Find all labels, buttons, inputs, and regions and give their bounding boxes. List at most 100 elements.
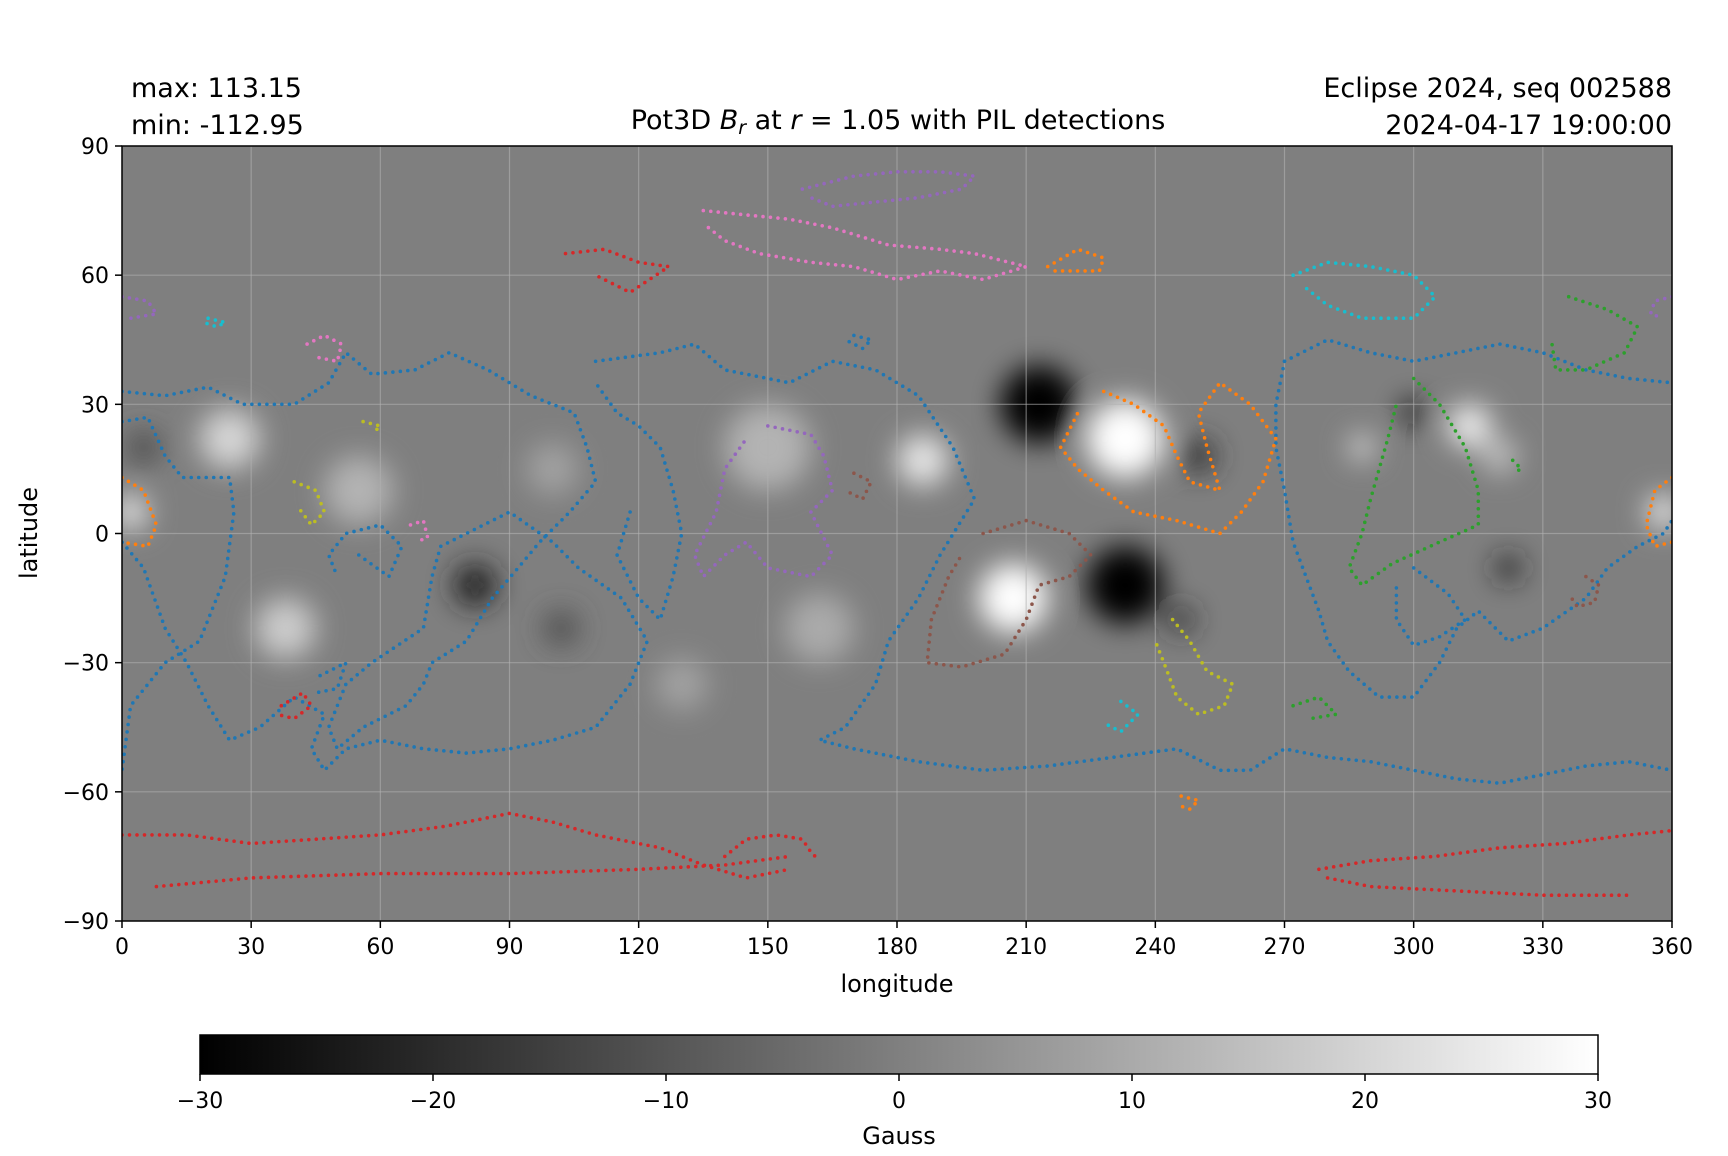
colorbar-ticks: −30 −20 −10 0 10 20 30 [177, 1074, 1612, 1114]
field-blob-21 [526, 443, 579, 495]
pil-contour-37 [292, 480, 327, 528]
pil-contour-3 [314, 659, 349, 695]
field-blob-10 [897, 434, 949, 487]
pil-contour-35 [408, 518, 430, 544]
colorbar-tick-label-0: −30 [177, 1089, 223, 1114]
pil-contour-24 [1317, 828, 1672, 872]
pil-contour-9 [843, 333, 875, 351]
x-tick-label-5: 150 [747, 935, 789, 960]
grid [122, 146, 1672, 921]
field-blob-11 [1448, 404, 1492, 448]
pil-contour-36 [361, 419, 384, 437]
x-tick-label-11: 330 [1522, 935, 1564, 960]
x-tick-label-12: 360 [1651, 935, 1693, 960]
x-tick-label-0: 0 [115, 935, 129, 960]
colorbar-tick-label-4: 10 [1118, 1089, 1146, 1114]
min-label: min: -112.95 [131, 110, 304, 141]
x-tick-label-4: 120 [618, 935, 660, 960]
pil-contour-4 [593, 342, 1672, 786]
pil-contour-10 [122, 475, 159, 549]
colorbar-tick-label-2: −10 [643, 1089, 689, 1114]
event-label: Eclipse 2024, seq 002588 [1323, 73, 1672, 104]
pil-contour-12 [1058, 380, 1278, 536]
field-blob-15 [199, 408, 260, 469]
x-axis: 0 30 60 90 120 150 180 210 240 270 300 330 360 [115, 921, 1693, 960]
colorbar-tick-label-6: 30 [1584, 1089, 1612, 1114]
x-tick-label-2: 60 [366, 935, 394, 960]
pil-contour-39 [202, 316, 231, 329]
pil-contour-40 [1291, 260, 1438, 320]
chart-title: Pot3D Br at r = 1.05 with PIL detections [631, 105, 1166, 139]
field-blob-2 [1168, 606, 1195, 633]
colorbar-gradient [199, 1034, 1599, 1075]
pil-contour-33 [701, 208, 1033, 282]
pil-contour-6 [1282, 337, 1672, 385]
pil-contour-19 [563, 247, 674, 295]
pil-contour-25 [1325, 876, 1631, 897]
y-tick-label-0: −90 [63, 910, 109, 935]
max-label: max: 113.15 [131, 73, 302, 104]
pil-contour-34 [305, 333, 344, 364]
pil-contour-28 [800, 170, 979, 209]
colorbar-label: Gauss [862, 1122, 936, 1150]
colorbar-tick-label-3: 0 [892, 1089, 906, 1114]
title-pre: Pot3D [631, 105, 720, 136]
field-blob-8 [978, 563, 1048, 633]
field-blob-22 [543, 611, 579, 646]
pil-contour-29 [692, 424, 835, 580]
pil-contour-2 [326, 522, 405, 580]
field-blob-4 [453, 563, 497, 607]
y-tick-label-5: 60 [81, 264, 109, 289]
pil-contour-11 [1644, 475, 1672, 549]
pil-contour-31 [925, 518, 1094, 669]
title-var: B [720, 105, 739, 136]
field-blob-13 [122, 494, 148, 530]
x-tick-label-7: 210 [1005, 935, 1047, 960]
y-tick-label-6: 90 [81, 135, 109, 160]
field-blob-1 [1086, 546, 1164, 624]
colorbar-tick-label-1: −20 [410, 1089, 456, 1114]
pil-contour-7 [1274, 359, 1672, 699]
y-tick-label-4: 30 [81, 393, 109, 418]
field-blob-14 [1646, 494, 1672, 530]
field-blob-16 [255, 598, 316, 659]
x-axis-label: longitude [840, 970, 953, 998]
pil-contour-22 [154, 854, 792, 889]
x-tick-label-3: 90 [496, 935, 524, 960]
pil-contour-13 [1045, 247, 1106, 273]
pil-contour-23 [723, 833, 822, 863]
pil-contour-8 [1394, 566, 1468, 648]
x-tick-label-6: 180 [876, 935, 918, 960]
y-tick-label-1: −60 [63, 781, 109, 806]
pil-contour-14 [1175, 794, 1202, 812]
pil-contour-1 [122, 349, 650, 774]
colorbar-tick-label-5: 20 [1351, 1089, 1379, 1114]
pil-contour-16 [1549, 294, 1640, 372]
field-blob-17 [324, 456, 394, 525]
pil-contour-27 [1648, 294, 1672, 320]
y-tick-label-3: 0 [95, 523, 109, 548]
pil-series [122, 170, 1672, 897]
field-blob-23 [1482, 438, 1518, 474]
field-blob-20 [655, 658, 708, 711]
pil-contour-15 [1347, 376, 1481, 588]
field-blob-7 [1495, 555, 1522, 581]
x-tick-label-8: 240 [1134, 935, 1176, 960]
colorbar: −30 −20 −10 0 10 20 30 Gauss [177, 1034, 1612, 1150]
pil-contour-20 [275, 690, 314, 721]
pil-contour-17 [1291, 695, 1340, 721]
pil-contour-30 [843, 471, 874, 502]
plot-area [122, 146, 1672, 921]
x-tick-label-1: 30 [237, 935, 265, 960]
field-blob-9 [1086, 400, 1164, 478]
field-blob-5 [126, 430, 161, 465]
x-tick-label-10: 300 [1393, 935, 1435, 960]
title-post: = 1.05 with PIL detections [801, 105, 1165, 136]
y-axis: −90 −60 −30 0 30 60 90 [63, 135, 122, 935]
date-label: 2024-04-17 19:00:00 [1385, 110, 1672, 141]
field-blob-3 [1181, 438, 1216, 474]
y-axis-label: latitude [15, 487, 43, 579]
field-blob-19 [785, 593, 854, 663]
title-mid: at [746, 105, 790, 136]
